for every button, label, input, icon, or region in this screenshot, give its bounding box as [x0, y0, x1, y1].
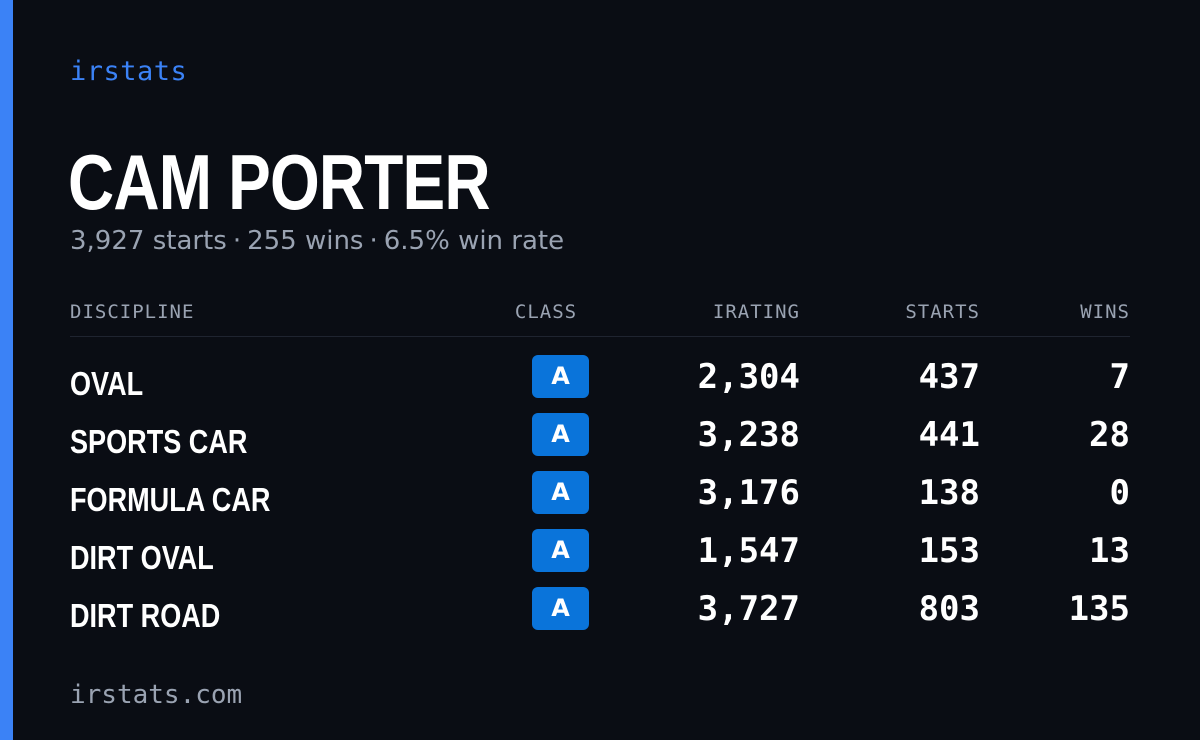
class-badge: A: [532, 471, 589, 514]
table-row: FORMULA CAR A 3,176 138 0: [70, 469, 1130, 527]
header-irating: IRATING: [712, 301, 800, 323]
irating-value: 3,238: [697, 415, 800, 455]
discipline-name: OVAL: [70, 365, 144, 402]
wins-value: 135: [1068, 589, 1130, 629]
starts-value: 437: [918, 357, 980, 397]
footer-site-link: irstats.com: [70, 680, 243, 710]
irating-value: 1,547: [697, 531, 800, 571]
summary-separator: ·: [232, 226, 242, 256]
irating-value: 3,727: [697, 589, 800, 629]
discipline-name: DIRT OVAL: [70, 539, 214, 576]
starts-value: 803: [918, 589, 980, 629]
table-body: OVAL A 2,304 437 7 SPORTS CAR A 3,238 44…: [70, 337, 1130, 643]
starts-value: 153: [918, 531, 980, 571]
summary-line: 3,927 starts · 255 wins · 6.5% win rate: [70, 226, 564, 256]
table-row: DIRT ROAD A 3,727 803 135: [70, 585, 1130, 643]
header-wins: WINS: [1080, 301, 1130, 323]
discipline-name: DIRT ROAD: [70, 597, 221, 634]
summary-separator: ·: [369, 226, 378, 256]
table-row: OVAL A 2,304 437 7: [70, 353, 1130, 411]
accent-bar: [0, 0, 13, 740]
wins-value: 13: [1089, 531, 1130, 571]
wins-value: 7: [1109, 357, 1130, 397]
table-row: DIRT OVAL A 1,547 153 13: [70, 527, 1130, 585]
discipline-name: FORMULA CAR: [70, 481, 271, 518]
starts-value: 138: [918, 473, 980, 513]
header-starts: STARTS: [905, 301, 980, 323]
starts-value: 441: [918, 415, 980, 455]
header-class: CLASS: [514, 301, 578, 323]
wins-value: 28: [1089, 415, 1130, 455]
brand-wordmark: irstats: [70, 56, 188, 87]
summary-wins: 255 wins: [247, 226, 364, 256]
class-badge: A: [532, 587, 589, 630]
discipline-name: SPORTS CAR: [70, 423, 248, 460]
class-badge: A: [532, 529, 589, 572]
class-badge: A: [532, 413, 589, 456]
table-header: DISCIPLINE CLASS IRATING STARTS WINS: [70, 296, 1130, 337]
summary-win-rate: 6.5% win rate: [383, 226, 565, 256]
irating-value: 2,304: [697, 357, 800, 397]
irating-value: 3,176: [697, 473, 800, 513]
discipline-table: DISCIPLINE CLASS IRATING STARTS WINS OVA…: [70, 296, 1130, 643]
wins-value: 0: [1109, 473, 1130, 513]
summary-starts: 3,927 starts: [70, 226, 227, 256]
header-discipline: DISCIPLINE: [70, 301, 195, 323]
table-row: SPORTS CAR A 3,238 441 28: [70, 411, 1130, 469]
class-badge: A: [532, 355, 589, 398]
driver-name: CAM PORTER: [68, 138, 491, 226]
